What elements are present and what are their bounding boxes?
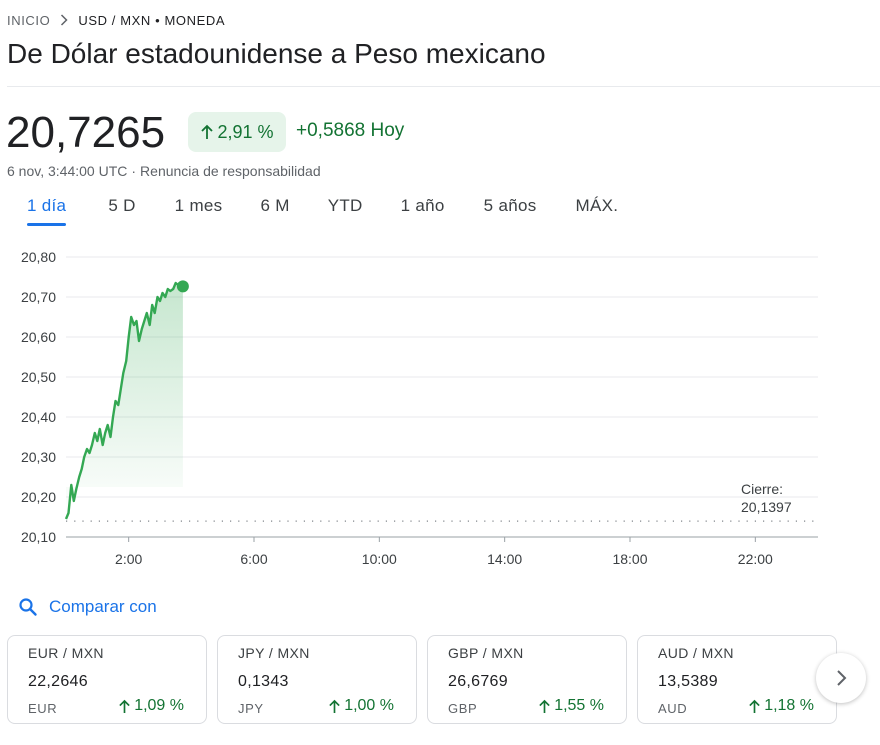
- compare-label: Comparar con: [49, 597, 157, 616]
- x-tick-label: 10:00: [362, 551, 397, 567]
- price-chart[interactable]: 20,80 20,70 20,60 20,50 20,40 20,30 20,20 20,10…: [0, 238, 880, 578]
- y-tick-label: 20,80: [21, 249, 56, 265]
- breadcrumb-current: USD / MXN • MONEDA: [78, 12, 226, 28]
- y-tick-label: 20,10: [21, 529, 56, 545]
- tab-max[interactable]: MÁX.: [575, 196, 619, 215]
- tab-5-years[interactable]: 5 años: [483, 196, 537, 215]
- x-tick-label: 14:00: [487, 551, 522, 567]
- card-change-value: 1,55 %: [554, 697, 604, 714]
- card-aud-mxn[interactable]: AUD / MXN 13,5389 AUD 1,18 %: [637, 635, 837, 724]
- card-value: 22,2646: [28, 673, 88, 690]
- card-code: AUD: [658, 701, 688, 716]
- tab-5-days[interactable]: 5 D: [108, 196, 136, 215]
- breadcrumb-home[interactable]: INICIO: [7, 12, 51, 28]
- x-tick-label: 6:00: [240, 551, 267, 567]
- arrow-up-icon: [119, 699, 130, 713]
- card-pair: AUD / MXN: [658, 645, 734, 661]
- y-tick-label: 20,60: [21, 329, 56, 345]
- timestamp: 6 nov, 3:44:00 UTC: [7, 163, 128, 179]
- last-price-point: [176, 280, 189, 293]
- range-tabs: 1 día 5 D 1 mes 6 M YTD 1 año 5 años MÁX…: [14, 196, 631, 226]
- current-price: 20,7265: [6, 108, 166, 157]
- chevron-right-icon: [61, 14, 68, 26]
- price-line: [64, 281, 184, 520]
- x-tick-label: 2:00: [115, 551, 142, 567]
- change-absolute: +0,5868 Hoy: [296, 120, 405, 141]
- arrow-up-icon: [329, 699, 340, 713]
- x-tick-label: 18:00: [612, 551, 647, 567]
- card-value: 0,1343: [238, 673, 289, 690]
- card-change-value: 1,09 %: [134, 697, 184, 714]
- card-code: GBP: [448, 701, 478, 716]
- compare-button[interactable]: Comparar con: [18, 597, 157, 617]
- card-change-value: 1,00 %: [344, 697, 394, 714]
- y-tick-label: 20,40: [21, 409, 56, 425]
- card-code: JPY: [238, 701, 264, 716]
- card-pair: GBP / MXN: [448, 645, 524, 661]
- card-change-value: 1,18 %: [764, 697, 814, 714]
- next-cards-button[interactable]: [816, 653, 866, 703]
- card-value: 13,5389: [658, 673, 718, 690]
- tab-ytd[interactable]: YTD: [327, 196, 363, 215]
- card-jpy-mxn[interactable]: JPY / MXN 0,1343 JPY 1,00 %: [217, 635, 417, 724]
- previous-close-value: 20,1397: [741, 499, 792, 515]
- arrow-up-icon: [539, 699, 550, 713]
- arrow-up-icon: [749, 699, 760, 713]
- x-tick-label: 22:00: [738, 551, 773, 567]
- y-tick-label: 20,50: [21, 369, 56, 385]
- search-icon: [19, 598, 37, 616]
- card-change: 1,18 %: [748, 697, 814, 715]
- breadcrumb: INICIO USD / MXN • MONEDA: [7, 12, 225, 28]
- arrow-up-icon: [201, 124, 214, 139]
- previous-close-label: Cierre:: [741, 481, 783, 497]
- tab-1-year[interactable]: 1 año: [400, 196, 445, 215]
- y-tick-label: 20,70: [21, 289, 56, 305]
- timestamp-line: 6 nov, 3:44:00 UTC · Renuncia de responsab…: [7, 163, 321, 179]
- tab-1-day[interactable]: 1 día: [14, 196, 79, 226]
- card-change: 1,55 %: [538, 697, 604, 715]
- disclaimer-link[interactable]: Renuncia de responsabilidad: [140, 163, 321, 179]
- card-code: EUR: [28, 701, 58, 716]
- card-pair: EUR / MXN: [28, 645, 104, 661]
- chevron-right-icon: [837, 670, 847, 686]
- change-percent: 2,91 %: [217, 121, 274, 142]
- card-change: 1,09 %: [118, 697, 184, 715]
- tab-1-month[interactable]: 1 mes: [174, 196, 223, 215]
- price-area: [66, 283, 183, 519]
- header-divider: [7, 86, 880, 87]
- card-gbp-mxn[interactable]: GBP / MXN 26,6769 GBP 1,55 %: [427, 635, 627, 724]
- card-value: 26,6769: [448, 673, 508, 690]
- page-title: De Dólar estadounidense a Peso mexicano: [7, 38, 546, 69]
- change-percent-badge: 2,91 %: [188, 112, 286, 152]
- tab-6-months[interactable]: 6 M: [260, 196, 290, 215]
- card-pair: JPY / MXN: [238, 645, 310, 661]
- compare-cards: EUR / MXN 22,2646 EUR 1,09 % JPY / MXN 0…: [7, 635, 847, 724]
- y-tick-label: 20,30: [21, 449, 56, 465]
- card-eur-mxn[interactable]: EUR / MXN 22,2646 EUR 1,09 %: [7, 635, 207, 724]
- y-tick-label: 20,20: [21, 489, 56, 505]
- card-change: 1,00 %: [328, 697, 394, 715]
